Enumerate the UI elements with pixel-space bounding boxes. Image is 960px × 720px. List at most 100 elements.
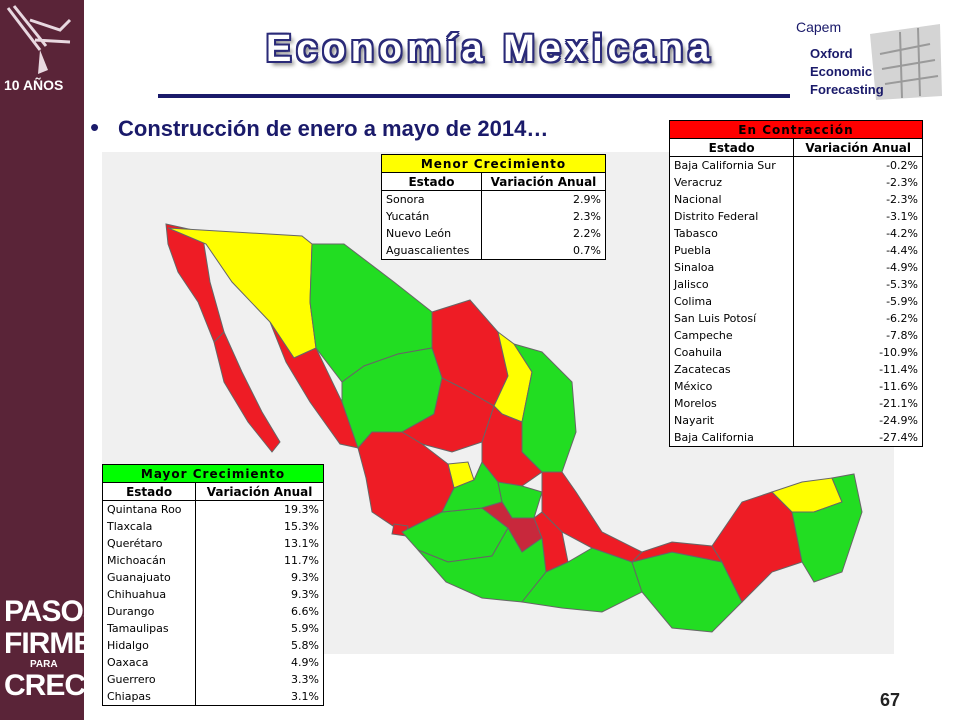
slide-subtitle: Construcción de enero a mayo de 2014… xyxy=(118,116,549,141)
table-row: Chiapas 3.1% xyxy=(101,688,324,706)
cell-estado: Chihuahua xyxy=(101,586,197,603)
brand-line-2: FIRMES xyxy=(4,627,112,660)
table-row: Chihuahua 9.3% xyxy=(101,586,324,603)
table-title: Mayor Crecimiento xyxy=(102,464,324,483)
table-row: Colima -5.9% xyxy=(668,293,923,310)
column-header-variacion: Variación Anual xyxy=(480,172,607,191)
svg-text:Economic: Economic xyxy=(810,64,872,79)
cell-estado: Michoacán xyxy=(101,552,197,569)
table-row: Baja California Sur -0.2% xyxy=(668,156,923,174)
cell-variacion: -2.3% xyxy=(793,174,923,191)
cell-variacion: 4.9% xyxy=(195,654,324,671)
svg-text:Forecasting: Forecasting xyxy=(810,82,884,97)
table-row: Michoacán 11.7% xyxy=(101,552,324,569)
table-row: México -11.6% xyxy=(668,378,923,395)
cell-estado: Sinaloa xyxy=(668,259,795,276)
cell-variacion: 9.3% xyxy=(195,586,324,603)
cell-variacion: -11.6% xyxy=(793,378,923,395)
table-row: Quintana Roo 19.3% xyxy=(101,500,324,518)
svg-text:Oxford: Oxford xyxy=(810,46,853,61)
brand-line-4: CRECER xyxy=(4,669,126,702)
cell-variacion: 3.1% xyxy=(195,688,324,706)
bullet-icon: • xyxy=(90,112,100,142)
cell-variacion: 13.1% xyxy=(195,535,324,552)
cell-variacion: -4.2% xyxy=(793,225,923,242)
table-row: Puebla -4.4% xyxy=(668,242,923,259)
table-title: En Contracción xyxy=(669,120,923,139)
table-row: Querétaro 13.1% xyxy=(101,535,324,552)
cell-estado: México xyxy=(668,378,795,395)
cell-variacion: 2.2% xyxy=(480,225,607,242)
cell-estado: Distrito Federal xyxy=(668,208,795,225)
table-row: Guanajuato 9.3% xyxy=(101,569,324,586)
cell-variacion: 15.3% xyxy=(195,518,324,535)
cell-variacion: -4.4% xyxy=(793,242,923,259)
cell-variacion: 3.3% xyxy=(195,671,324,688)
cell-variacion: 9.3% xyxy=(195,569,324,586)
map-state-quintana-roo xyxy=(791,473,863,583)
map-state-baja-california-sur xyxy=(213,331,281,453)
cell-estado: Guerrero xyxy=(101,671,197,688)
page-title: Economía Mexicana xyxy=(266,28,715,70)
cell-estado: Quintana Roo xyxy=(101,500,197,518)
cell-variacion: -4.9% xyxy=(793,259,923,276)
cell-variacion: -7.8% xyxy=(793,327,923,344)
table-row: Oaxaca 4.9% xyxy=(101,654,324,671)
table-body: Baja California Sur -0.2% Veracruz -2.3% Nac… xyxy=(668,156,923,447)
table-row: Aguascalientes 0.7% xyxy=(381,242,607,260)
cell-variacion: -24.9% xyxy=(793,412,923,429)
cell-estado: San Luis Potosí xyxy=(668,310,795,327)
capem-oxford-logo: Capem Oxford Economic Forecasting xyxy=(790,14,946,104)
cell-estado: Veracruz xyxy=(668,174,795,191)
table-row: Veracruz -2.3% xyxy=(668,174,923,191)
cell-variacion: 5.8% xyxy=(195,637,324,654)
page-number: 67 xyxy=(880,690,901,710)
table-row: Tabasco -4.2% xyxy=(668,225,923,242)
cell-estado: Hidalgo xyxy=(101,637,197,654)
column-header-variacion: Variación Anual xyxy=(793,138,923,157)
cell-variacion: -5.9% xyxy=(793,293,923,310)
cell-variacion: 2.9% xyxy=(480,190,607,208)
cell-estado: Yucatán xyxy=(381,208,482,225)
table-row: Morelos -21.1% xyxy=(668,395,923,412)
cell-estado: Baja California xyxy=(668,429,795,447)
table-row: Tamaulipas 5.9% xyxy=(101,620,324,637)
anniversary-logo: 10 AÑOS xyxy=(0,0,84,96)
cell-estado: Jalisco xyxy=(668,276,795,293)
table-row: Nacional -2.3% xyxy=(668,191,923,208)
cell-estado: Morelos xyxy=(668,395,795,412)
brand-slogan: PASOS FIRMES PARA CRECER xyxy=(0,596,126,702)
map-state-guerrero xyxy=(417,527,547,603)
table-row: Baja California -27.4% xyxy=(668,429,923,447)
brand-line-3: PARA xyxy=(30,659,58,670)
cell-variacion: -2.3% xyxy=(793,191,923,208)
column-header-estado: Estado xyxy=(101,482,197,501)
cell-estado: Tlaxcala xyxy=(101,518,197,535)
map-state-san-luis-potosi xyxy=(481,405,543,487)
table-row: Durango 6.6% xyxy=(101,603,324,620)
cell-variacion: -5.3% xyxy=(793,276,923,293)
cell-estado: Aguascalientes xyxy=(381,242,482,260)
cell-estado: Coahuila xyxy=(668,344,795,361)
column-header-estado: Estado xyxy=(668,138,795,157)
table-row: Distrito Federal -3.1% xyxy=(668,208,923,225)
cell-variacion: -3.1% xyxy=(793,208,923,225)
cell-variacion: -21.1% xyxy=(793,395,923,412)
table-row: Hidalgo 5.8% xyxy=(101,637,324,654)
svg-text:Capem: Capem xyxy=(796,19,841,35)
cell-estado: Campeche xyxy=(668,327,795,344)
cell-estado: Nacional xyxy=(668,191,795,208)
table-row: Sonora 2.9% xyxy=(381,190,607,208)
table-row: Zacatecas -11.4% xyxy=(668,361,923,378)
table-mayor-crecimiento: Mayor Crecimiento Estado Variación Anual… xyxy=(101,464,324,706)
cell-variacion: 5.9% xyxy=(195,620,324,637)
cell-estado: Oaxaca xyxy=(101,654,197,671)
table-row: Guerrero 3.3% xyxy=(101,671,324,688)
column-header-variacion: Variación Anual xyxy=(195,482,324,501)
cell-variacion: -27.4% xyxy=(793,429,923,447)
cell-estado: Baja California Sur xyxy=(668,156,795,174)
cell-variacion: 19.3% xyxy=(195,500,324,518)
cell-estado: Nuevo León xyxy=(381,225,482,242)
column-header-estado: Estado xyxy=(381,172,482,191)
map-state-zacatecas xyxy=(401,377,495,453)
